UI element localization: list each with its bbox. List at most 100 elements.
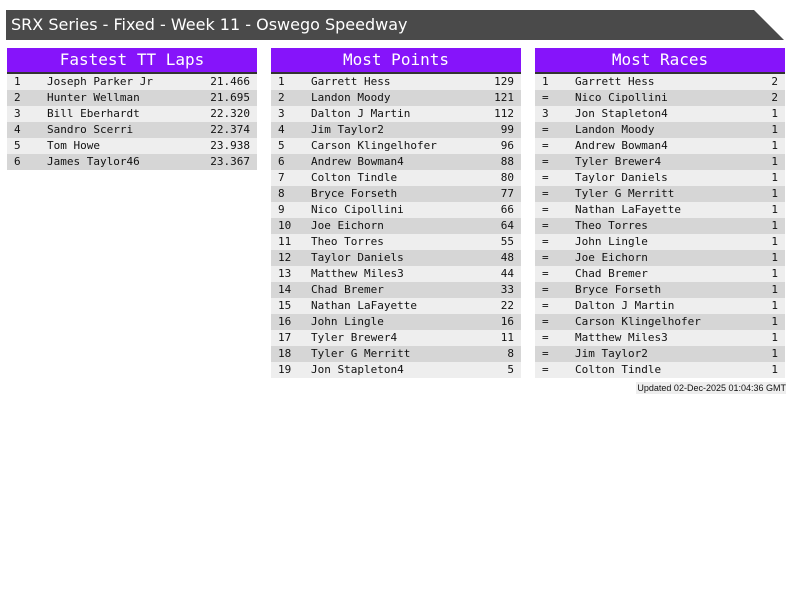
value-cell: 22.320 [210,107,250,120]
driver-name-cell: Tom Howe [47,139,100,152]
panel-heading: Most Points [271,48,521,74]
value-cell: 77 [500,187,514,200]
position-cell: 3 [542,107,549,120]
driver-name-cell: Joe Eichorn [575,251,648,264]
table-body: 1 Joseph Parker Jr 21.466 2 Hunter Wellman 21… [7,74,257,170]
table-row: = Joe Eichorn 1 [535,250,785,266]
value-cell: 112 [494,107,514,120]
value-cell: 22 [500,299,514,312]
position-cell: 5 [278,139,285,152]
position-cell: 19 [278,363,292,376]
panel-heading: Fastest TT Laps [7,48,257,74]
position-cell: = [542,251,549,264]
position-cell: 7 [278,171,285,184]
value-cell: 1 [771,123,778,136]
position-cell: = [542,235,549,248]
position-cell: = [542,347,549,360]
value-cell: 21.466 [210,75,250,88]
panel-most-points: Most Points 1 Garrett Hess 129 2 Landon Mood… [271,48,521,378]
table-row: 16 John Lingle 16 [271,314,521,330]
driver-name-cell: Colton Tindle [311,171,398,184]
position-cell: 13 [278,267,292,280]
page-title: SRX Series - Fixed - Week 11 - Oswego Sp… [6,10,784,40]
driver-name-cell: Taylor Daniels [575,171,668,184]
position-cell: = [542,283,549,296]
value-cell: 23.367 [210,155,250,168]
position-cell: = [542,363,549,376]
value-cell: 1 [771,363,778,376]
table-row: = Andrew Bowman4 1 [535,138,785,154]
table-row: = Dalton J Martin 1 [535,298,785,314]
table-row: 15 Nathan LaFayette 22 [271,298,521,314]
driver-name-cell: James Taylor46 [47,155,140,168]
position-cell: = [542,139,549,152]
value-cell: 121 [494,91,514,104]
table-row: 7 Colton Tindle 80 [271,170,521,186]
position-cell: 11 [278,235,292,248]
table-row: 3 Jon Stapleton4 1 [535,106,785,122]
position-cell: = [542,331,549,344]
driver-name-cell: Andrew Bowman4 [575,139,668,152]
driver-name-cell: Nathan LaFayette [311,299,417,312]
value-cell: 129 [494,75,514,88]
driver-name-cell: Theo Torres [575,219,648,232]
driver-name-cell: Chad Bremer [575,267,648,280]
value-cell: 16 [500,315,514,328]
value-cell: 1 [771,139,778,152]
position-cell: 1 [14,75,21,88]
value-cell: 55 [500,235,514,248]
table-row: 5 Carson Klingelhofer 96 [271,138,521,154]
updated-timestamp: Updated 02-Dec-2025 01:04:36 GMT [636,382,786,394]
value-cell: 1 [771,107,778,120]
driver-name-cell: Nathan LaFayette [575,203,681,216]
table-row: = Colton Tindle 1 [535,362,785,378]
driver-name-cell: Garrett Hess [311,75,391,88]
panel-fastest-tt-laps: Fastest TT Laps 1 Joseph Parker Jr 21.466 2… [7,48,257,170]
table-row: = Theo Torres 1 [535,218,785,234]
table-row: = Chad Bremer 1 [535,266,785,282]
driver-name-cell: Jon Stapleton4 [311,363,404,376]
driver-name-cell: Tyler G Merritt [575,187,675,200]
driver-name-cell: Tyler Brewer4 [311,331,398,344]
table-row: 5 Tom Howe 23.938 [7,138,257,154]
position-cell: 2 [14,91,21,104]
table-row: = Bryce Forseth 1 [535,282,785,298]
driver-name-cell: Dalton J Martin [311,107,411,120]
driver-name-cell: John Lingle [575,235,648,248]
position-cell: 3 [278,107,285,120]
position-cell: 1 [278,75,285,88]
driver-name-cell: Landon Moody [575,123,655,136]
driver-name-cell: Andrew Bowman4 [311,155,404,168]
value-cell: 1 [771,347,778,360]
position-cell: = [542,155,549,168]
driver-name-cell: Joe Eichorn [311,219,384,232]
driver-name-cell: Colton Tindle [575,363,662,376]
table-row: 17 Tyler Brewer4 11 [271,330,521,346]
driver-name-cell: Matthew Miles3 [311,267,404,280]
value-cell: 1 [771,283,778,296]
table-row: = Nico Cipollini 2 [535,90,785,106]
driver-name-cell: Sandro Scerri [47,123,134,136]
value-cell: 1 [771,187,778,200]
table-row: 6 James Taylor46 23.367 [7,154,257,170]
value-cell: 1 [771,331,778,344]
position-cell: 10 [278,219,292,232]
value-cell: 21.695 [210,91,250,104]
driver-name-cell: Bryce Forseth [575,283,662,296]
table-row: 8 Bryce Forseth 77 [271,186,521,202]
value-cell: 99 [500,123,514,136]
panel-heading: Most Races [535,48,785,74]
table-row: 19 Jon Stapleton4 5 [271,362,521,378]
table-row: 4 Jim Taylor2 99 [271,122,521,138]
table-row: 13 Matthew Miles3 44 [271,266,521,282]
value-cell: 66 [500,203,514,216]
table-row: = Landon Moody 1 [535,122,785,138]
value-cell: 2 [771,75,778,88]
position-cell: 15 [278,299,292,312]
position-cell: = [542,123,549,136]
position-cell: = [542,91,549,104]
position-cell: 5 [14,139,21,152]
value-cell: 44 [500,267,514,280]
driver-name-cell: Jon Stapleton4 [575,107,668,120]
driver-name-cell: Carson Klingelhofer [311,139,437,152]
